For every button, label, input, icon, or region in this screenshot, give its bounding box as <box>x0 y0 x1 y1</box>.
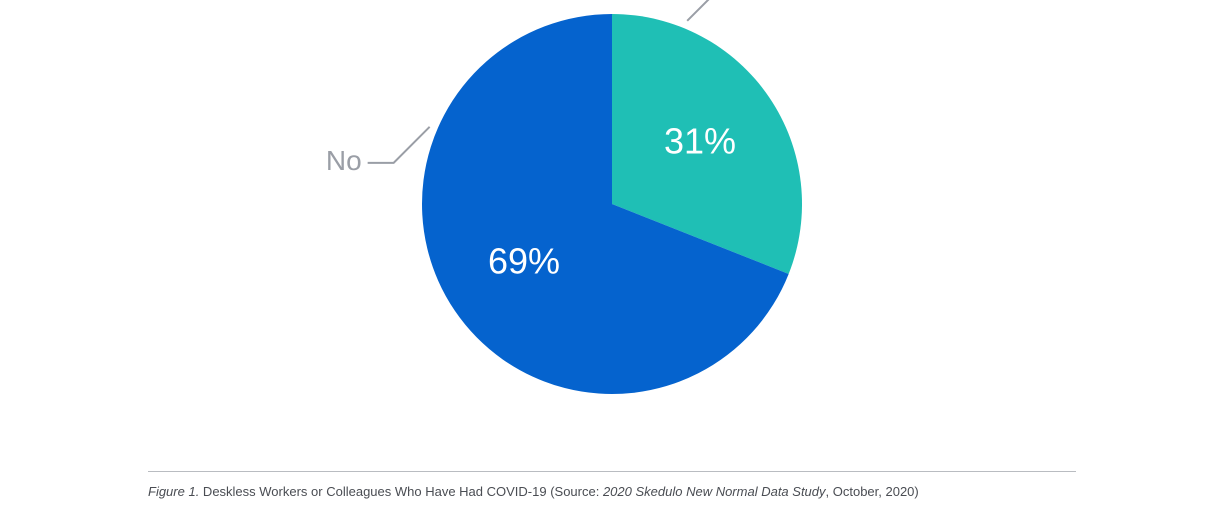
pie-value-label-no: 69% <box>488 240 560 281</box>
pie-category-label-yes: Yes <box>749 0 795 2</box>
pie-leader-line-no <box>367 126 431 164</box>
caption-divider <box>148 471 1076 472</box>
caption-text-after: , October, 2020) <box>825 484 919 499</box>
caption-figure-label: Figure 1. <box>148 484 200 499</box>
caption-text: Deskless Workers or Colleagues Who Have … <box>199 484 603 499</box>
figure-caption: Figure 1. Deskless Workers or Colleagues… <box>148 484 1078 499</box>
pie-chart: 31% Yes 69% No <box>326 0 802 394</box>
caption-source-title: 2020 Skedulo New Normal Data Study <box>602 484 826 499</box>
pie-value-label-yes: 31% <box>664 121 736 162</box>
pie-leader-line-yes <box>686 0 710 22</box>
pie-category-label-no: No <box>326 145 362 176</box>
pie-slice-yes <box>612 14 802 274</box>
pie-slice-no <box>422 14 789 394</box>
